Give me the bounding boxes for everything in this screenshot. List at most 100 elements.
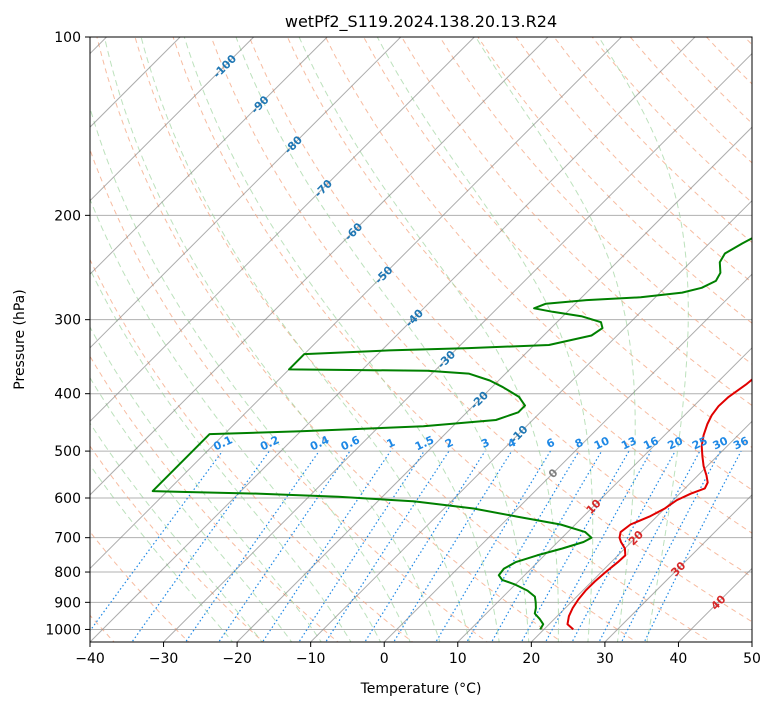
isotherm-label: 30: [668, 559, 688, 579]
isotherm: [236, 126, 752, 642]
isotherm-label: 40: [708, 592, 728, 612]
x-tick-label: −30: [149, 651, 179, 667]
dry-adiabat: [90, 531, 190, 642]
isotherm-label: -40: [403, 306, 426, 329]
dry-adiabat: [439, 37, 752, 365]
mixing-ratio-label: 0.6: [339, 433, 362, 453]
dry-adiabat: [706, 37, 752, 85]
mixing-ratio-line: [598, 450, 701, 642]
mixing-ratio-line: [643, 450, 742, 642]
isotherm-label: -20: [468, 389, 491, 412]
mixing-ratio-label: 20: [666, 434, 686, 452]
isotherm-label: -70: [312, 177, 335, 200]
dry-adiabat: [286, 37, 752, 534]
moist-adiabat: [90, 106, 411, 642]
mixing-ratio-label: 30: [711, 434, 731, 452]
temperature-line: [566, 378, 752, 631]
profile-lines: [151, 237, 752, 631]
plot-frame: [89, 36, 753, 643]
mixing-ratio-line: [393, 450, 513, 642]
mixing-ratio-label: 0.1: [211, 433, 234, 453]
isotherm: [90, 37, 475, 423]
moist-adiabat: [298, 37, 559, 642]
mixing-ratio-line: [298, 450, 425, 642]
mixing-ratio-label: 6: [544, 436, 557, 451]
dry-adiabat: [515, 37, 752, 284]
y-tick-label: 400: [54, 387, 81, 403]
dry-adiabat: [90, 258, 414, 642]
moist-adiabat: [90, 326, 322, 642]
moist-adiabat: [90, 464, 234, 642]
dry-adiabat: [96, 37, 563, 642]
x-tick-label: 10: [449, 651, 467, 667]
x-tick-label: 40: [670, 651, 688, 667]
mixing-ratio-line: [184, 450, 320, 642]
dry-adiabat: [90, 445, 264, 642]
moist-adiabat: [598, 37, 689, 642]
isotherm: [163, 52, 752, 642]
isotherm: [678, 567, 752, 642]
dry-adiabat: [90, 148, 488, 642]
mixing-ratio-label: 10: [592, 434, 612, 452]
mixing-ratio-line: [364, 450, 486, 642]
x-tick-label: −10: [296, 651, 326, 667]
moist-adiabat: [90, 267, 352, 642]
mixing-ratio-line: [571, 450, 676, 642]
isotherm: [90, 37, 328, 275]
moist-adiabat: [183, 37, 500, 642]
dry-adiabat: [401, 37, 752, 407]
y-tick-label: 200: [54, 208, 81, 224]
isotherm: [90, 37, 549, 496]
mixing-ratio-line: [90, 450, 223, 632]
isotherm: [751, 641, 752, 642]
mixing-ratio-label: 0.4: [308, 433, 331, 453]
plot-area: -100-90-80-70-60-50-40-30-20-10010203040…: [90, 37, 752, 642]
y-tick-label: 600: [54, 491, 81, 507]
mixing-ratio-label: 16: [641, 434, 661, 452]
mixing-ratio-line: [218, 450, 351, 642]
x-axis-ticks: −40 −30 −20 −10 0 10 20 30 40 50: [75, 642, 761, 667]
moist-adiabat: [140, 37, 471, 642]
mixing-ratio-label: 36: [731, 434, 751, 452]
moist-adiabat: [90, 376, 293, 642]
mixing-ratio-label: 1: [385, 436, 397, 451]
dry-adiabat: [172, 37, 712, 642]
dry-adiabat: [210, 37, 752, 623]
isotherm: [90, 37, 622, 570]
moist-adiabat: [475, 37, 636, 642]
x-tick-label: 0: [380, 651, 389, 667]
moist-adiabats: [90, 37, 689, 642]
x-tick-label: 20: [522, 651, 540, 667]
y-tick-label: 800: [54, 565, 81, 581]
dewpoint-line: [151, 237, 752, 630]
mixing-ratio-line: [466, 450, 580, 642]
dry-adiabat: [744, 37, 752, 46]
isotherm: [604, 494, 752, 642]
mixing-ratio-label: 3: [479, 436, 491, 451]
y-tick-label: 700: [54, 531, 81, 547]
y-tick-label: 900: [54, 595, 81, 611]
y-tick-label: 100: [54, 30, 81, 46]
grid-layer: [90, 37, 752, 630]
dry-adiabat: [248, 37, 752, 578]
dry-adiabat: [325, 37, 752, 491]
mixing-ratio-label: 1.5: [413, 433, 436, 453]
mixing-ratio-line: [261, 450, 391, 642]
isotherm: [90, 37, 402, 349]
isotherms: [90, 37, 752, 642]
y-axis-ticks: 1000 900 800 700 600 500 400 300 200 100: [45, 30, 90, 638]
isotherm: [457, 347, 752, 642]
dry-adiabat: [477, 37, 752, 324]
y-tick-label: 500: [54, 444, 81, 460]
moist-adiabat: [90, 197, 382, 642]
moist-adiabat: [103, 37, 441, 642]
moist-adiabat: [90, 422, 263, 642]
isotherm: [90, 37, 255, 202]
mixing-ratio-line: [324, 450, 450, 642]
dry-adiabat: [134, 37, 638, 642]
x-tick-label: 50: [743, 651, 761, 667]
isotherm: [383, 273, 752, 642]
moist-adiabat: [376, 37, 594, 642]
dry-adiabats: [90, 37, 752, 642]
